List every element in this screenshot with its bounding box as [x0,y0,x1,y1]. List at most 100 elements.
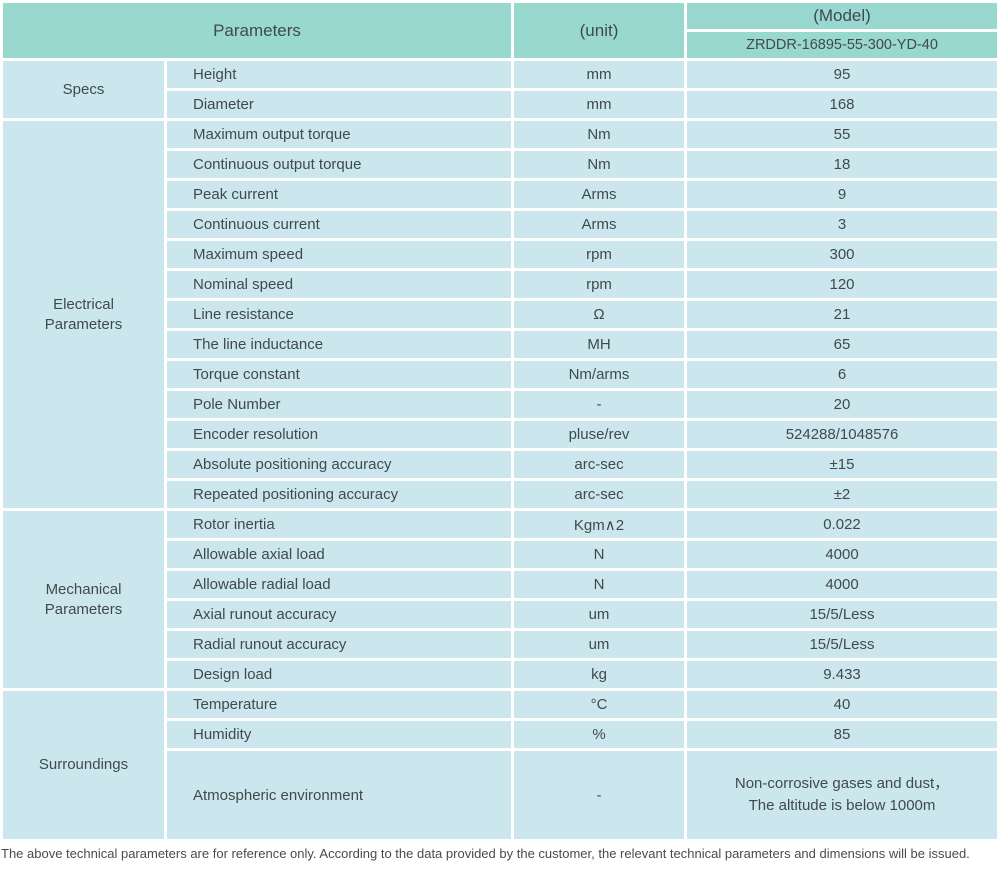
unit-cell: Ω [514,301,684,328]
table-row: Peak current Arms 9 [3,181,997,208]
unit-cell: arc-sec [514,481,684,508]
header-model-value: ZRDDR-16895-55-300-YD-40 [687,32,997,58]
table-row: Design load kg 9.433 [3,661,997,688]
unit-cell: N [514,541,684,568]
unit-cell: um [514,601,684,628]
param-name-cell: Temperature [167,691,511,718]
param-name-cell: Nominal speed [167,271,511,298]
param-name-cell: Diameter [167,91,511,118]
param-name-cell: Allowable axial load [167,541,511,568]
param-name-cell: Continuous output torque [167,151,511,178]
header-row-2: ZRDDR-16895-55-300-YD-40 [3,32,997,58]
param-name-cell: Absolute positioning accuracy [167,451,511,478]
header-model: (Model) [687,3,997,29]
unit-cell: N [514,571,684,598]
value-cell: 168 [687,91,997,118]
param-name-cell: The line inductance [167,331,511,358]
unit-cell: rpm [514,241,684,268]
unit-cell: MH [514,331,684,358]
value-cell: 15/5/Less [687,601,997,628]
unit-cell: °C [514,691,684,718]
value-cell: ±2 [687,481,997,508]
value-cell: 65 [687,331,997,358]
table-row: Allowable axial load N 4000 [3,541,997,568]
table-row: Maximum speed rpm 300 [3,241,997,268]
param-name-cell: Maximum speed [167,241,511,268]
value-cell: 18 [687,151,997,178]
param-name-cell: Radial runout accuracy [167,631,511,658]
param-name-cell: Height [167,61,511,88]
footer-note: The above technical parameters are for r… [1,846,970,861]
table-row: Repeated positioning accuracy arc-sec ±2 [3,481,997,508]
parameters-table: Parameters (unit) (Model) ZRDDR-16895-55… [3,3,997,839]
param-name-cell: Encoder resolution [167,421,511,448]
param-name-cell: Peak current [167,181,511,208]
table-row: Torque constant Nm/arms 6 [3,361,997,388]
table-row: Atmospheric environment - Non-corrosive … [3,751,997,839]
param-name-cell: Design load [167,661,511,688]
header-unit: (unit) [514,3,684,58]
param-name-cell: Repeated positioning accuracy [167,481,511,508]
value-cell: 9.433 [687,661,997,688]
value-cell: 4000 [687,541,997,568]
unit-cell: rpm [514,271,684,298]
value-cell: 0.022 [687,511,997,538]
param-name-cell: Axial runout accuracy [167,601,511,628]
table-row: Humidity % 85 [3,721,997,748]
value-cell: 120 [687,271,997,298]
table-row: Line resistance Ω 21 [3,301,997,328]
section-label-surroundings: Surroundings [3,691,164,839]
value-cell: 40 [687,691,997,718]
value-cell: 85 [687,721,997,748]
value-cell: 55 [687,121,997,148]
table-row: Surroundings Temperature °C 40 [3,691,997,839]
table-row: Continuous current Arms 3 [3,211,997,238]
table-row: Encoder resolution pluse/rev 524288/1048… [3,421,997,448]
unit-cell: kg [514,661,684,688]
unit-cell: Nm/arms [514,361,684,388]
unit-cell: um [514,631,684,658]
param-name-cell: Atmospheric environment [167,751,511,839]
unit-cell: Nm [514,121,684,148]
table-row: Absolute positioning accuracy arc-sec ±1… [3,451,997,478]
value-cell: 4000 [687,571,997,598]
table-row: The line inductance MH 65 [3,331,997,358]
table-row: Axial runout accuracy um 15/5/Less [3,601,997,628]
value-cell: 3 [687,211,997,238]
param-name-cell: Torque constant [167,361,511,388]
section-label-specs: Specs [3,61,164,118]
table-row: Diameter mm 168 [3,91,997,118]
table-row: Allowable radial load N 4000 [3,571,997,598]
param-name-cell: Rotor inertia [167,511,511,538]
unit-cell: pluse/rev [514,421,684,448]
header-parameters: Parameters [3,3,511,58]
param-name-cell: Allowable radial load [167,571,511,598]
value-cell: 15/5/Less [687,631,997,658]
section-label-electrical: Electrical Parameters [3,121,164,508]
value-cell: 524288/1048576 [687,421,997,448]
table-row: Mechanical Parameters Rotor inertia Kgm∧… [3,511,997,688]
value-cell: ±15 [687,451,997,478]
header-row-1: Parameters (unit) (Model) [3,3,997,58]
unit-cell: mm [514,91,684,118]
unit-cell: Nm [514,151,684,178]
param-name-cell: Continuous current [167,211,511,238]
unit-cell: - [514,391,684,418]
unit-cell: mm [514,61,684,88]
value-cell: 20 [687,391,997,418]
param-name-cell: Maximum output torque [167,121,511,148]
param-name-cell: Humidity [167,721,511,748]
table-row: Pole Number - 20 [3,391,997,418]
value-cell: 300 [687,241,997,268]
table-row: Continuous output torque Nm 18 [3,151,997,178]
unit-cell: - [514,751,684,839]
value-cell: 95 [687,61,997,88]
param-name-cell: Line resistance [167,301,511,328]
param-name-cell: Pole Number [167,391,511,418]
value-cell: 21 [687,301,997,328]
value-cell: 9 [687,181,997,208]
unit-cell: arc-sec [514,451,684,478]
table-row: Specs Height mm 95 [3,61,997,118]
table-row: Nominal speed rpm 120 [3,271,997,298]
table-row: Radial runout accuracy um 15/5/Less [3,631,997,658]
